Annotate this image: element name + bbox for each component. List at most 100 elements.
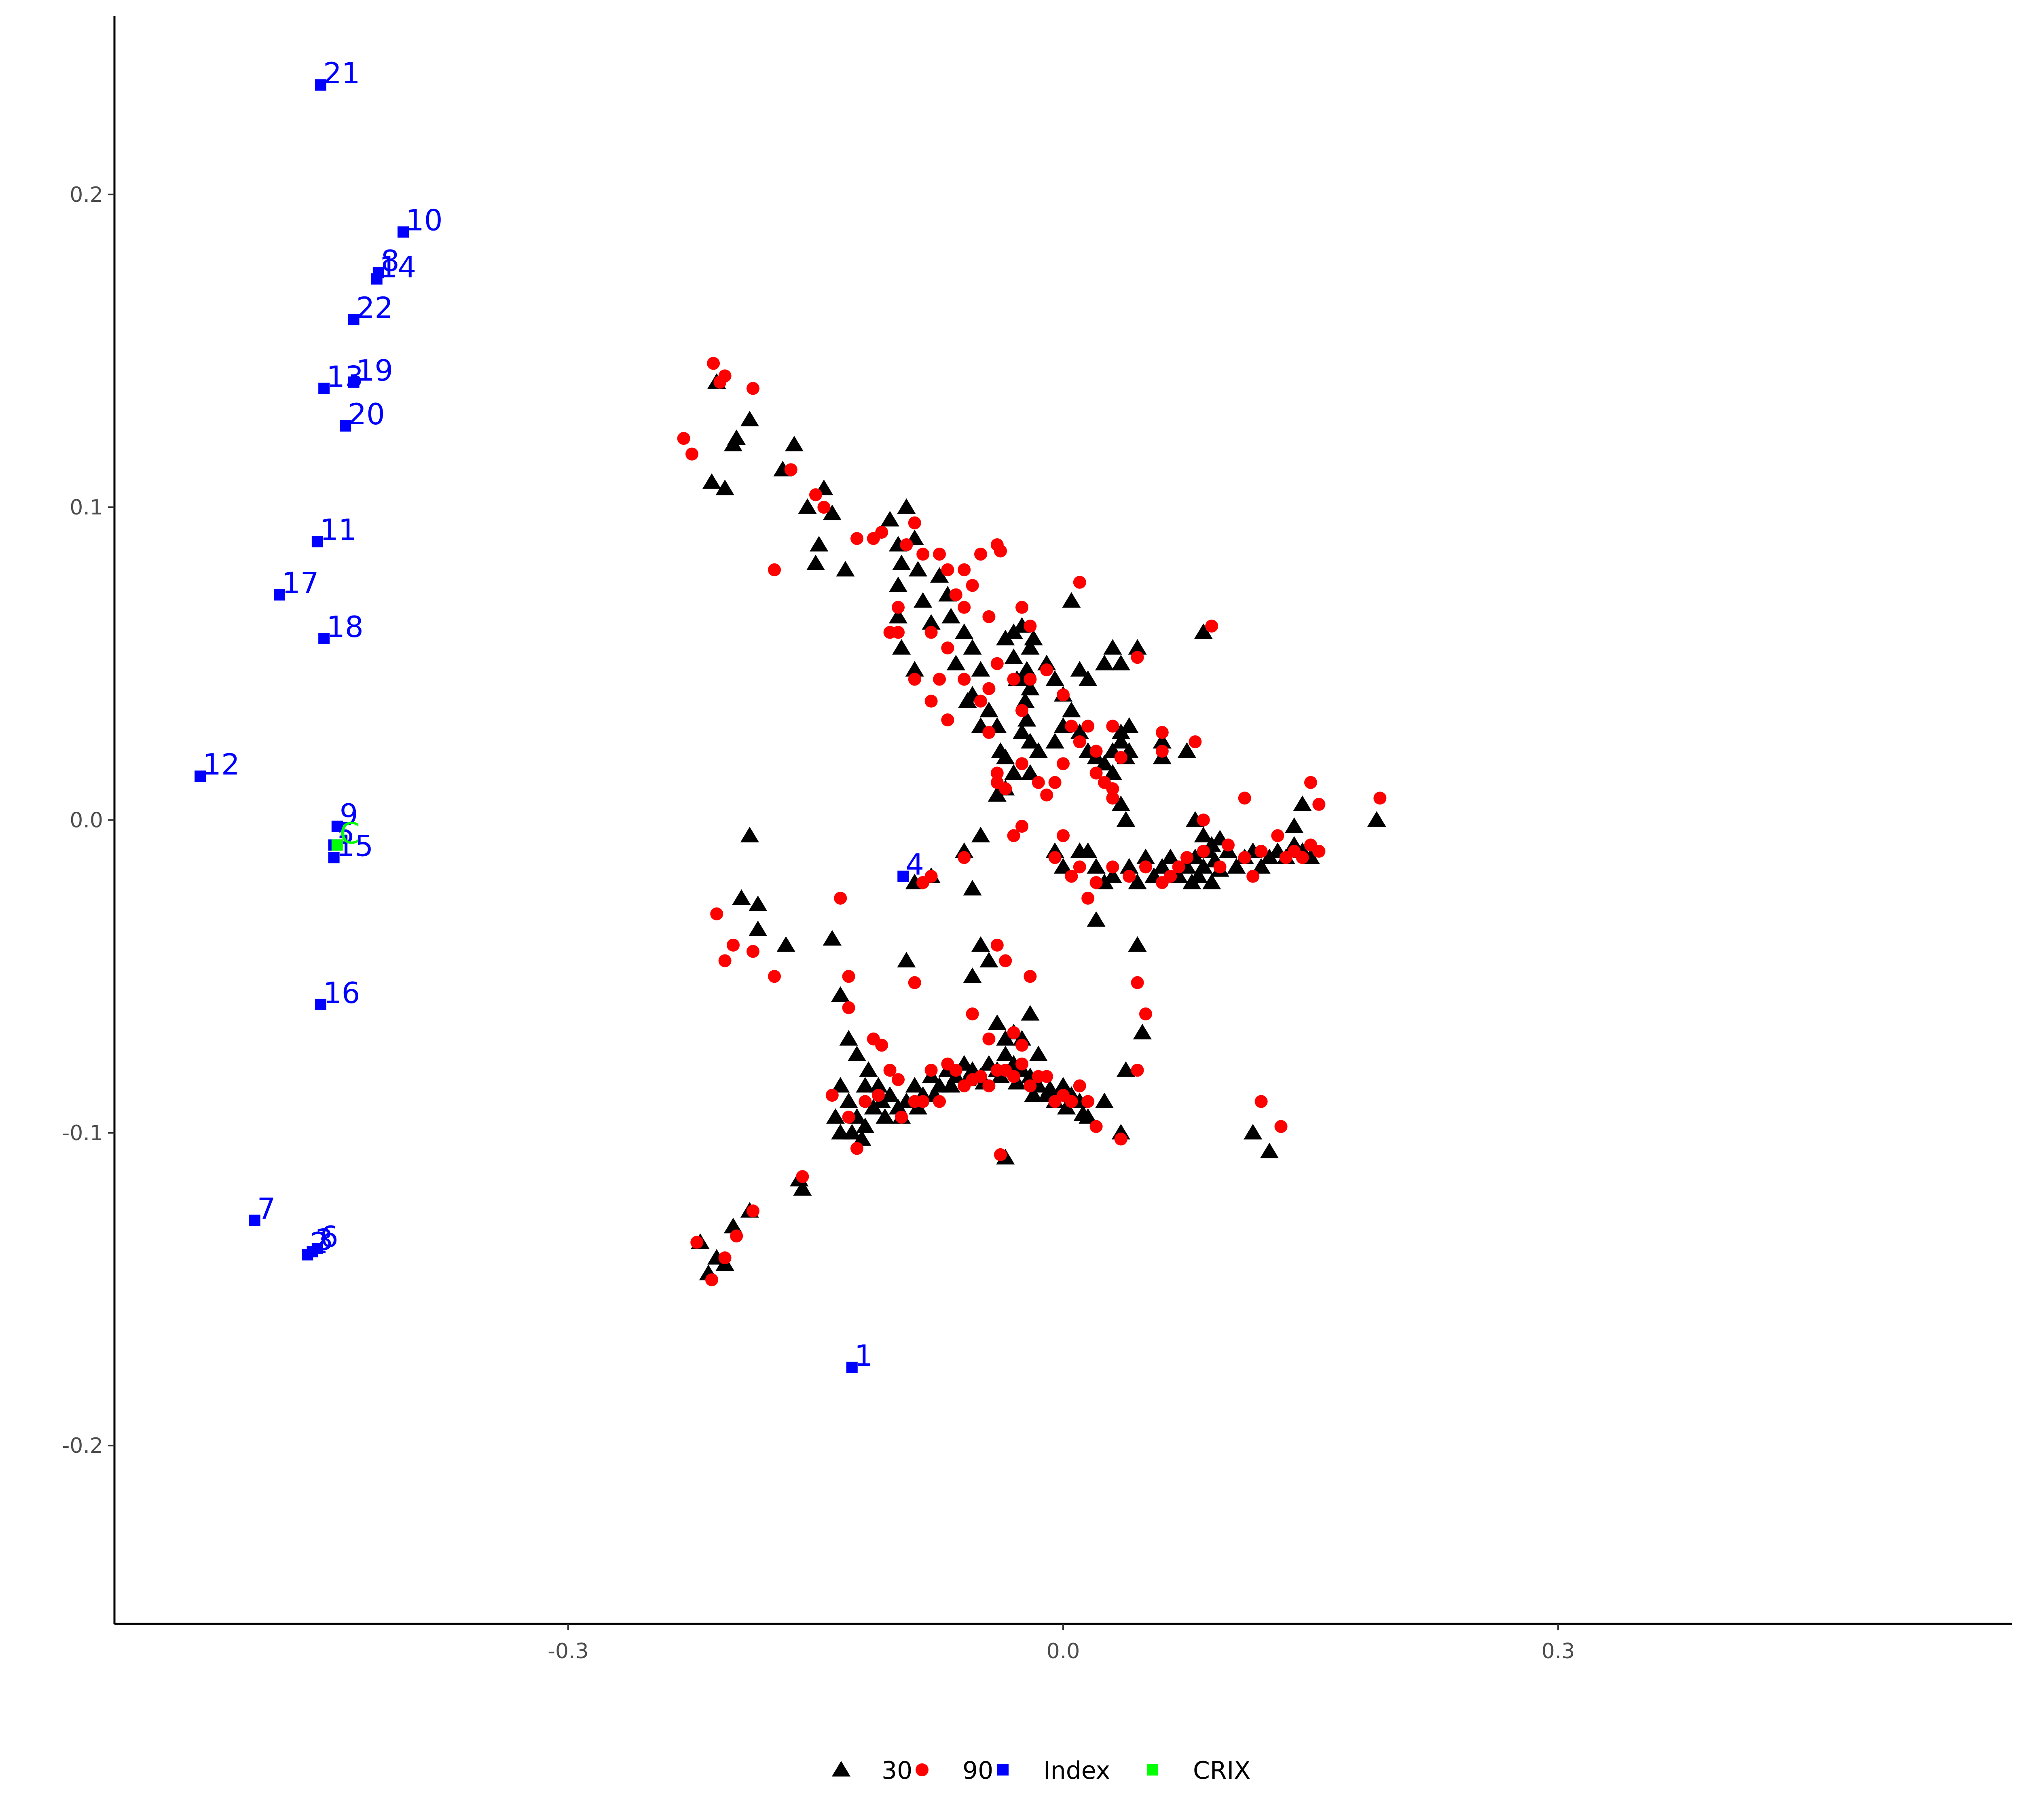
point-90 bbox=[1081, 1095, 1095, 1108]
point-30 bbox=[1111, 654, 1130, 671]
point-30 bbox=[888, 576, 908, 592]
point-30 bbox=[1045, 670, 1064, 686]
point-index bbox=[348, 314, 360, 326]
point-90 bbox=[982, 1032, 996, 1045]
point-90 bbox=[990, 776, 1004, 789]
point-90 bbox=[842, 1111, 855, 1124]
point-90 bbox=[916, 1095, 930, 1108]
point-30 bbox=[1103, 867, 1122, 883]
point-30 bbox=[859, 1061, 878, 1077]
point-90 bbox=[1189, 735, 1202, 749]
point-30 bbox=[892, 639, 911, 655]
point-30 bbox=[831, 1124, 850, 1140]
point-90 bbox=[1065, 870, 1078, 883]
point-90 bbox=[974, 694, 987, 708]
point-90 bbox=[924, 626, 938, 639]
point-30 bbox=[1194, 827, 1213, 842]
point-label: 19 bbox=[356, 353, 393, 387]
point-90 bbox=[1048, 851, 1062, 864]
point-30 bbox=[1021, 764, 1040, 780]
point-90 bbox=[875, 1039, 888, 1052]
point-30 bbox=[793, 1180, 812, 1196]
point-30 bbox=[1128, 639, 1147, 655]
point-30 bbox=[1021, 1005, 1040, 1021]
point-90 bbox=[1073, 860, 1086, 874]
point-30 bbox=[1189, 867, 1208, 883]
point-30 bbox=[892, 554, 911, 570]
point-30 bbox=[963, 967, 982, 983]
point-index bbox=[348, 376, 360, 388]
point-90 bbox=[949, 1064, 962, 1077]
point-30 bbox=[1252, 858, 1271, 874]
point-30 bbox=[831, 986, 850, 1002]
point-90 bbox=[1032, 1070, 1045, 1083]
point-30 bbox=[971, 936, 990, 952]
point-30 bbox=[1079, 670, 1098, 686]
point-90 bbox=[1106, 720, 1119, 733]
point-90 bbox=[713, 375, 727, 389]
point-30 bbox=[979, 952, 998, 968]
point-index bbox=[897, 870, 909, 882]
point-30 bbox=[1111, 733, 1130, 749]
point-90 bbox=[1032, 776, 1045, 789]
point-90 bbox=[1131, 1064, 1144, 1077]
point-90 bbox=[1197, 813, 1210, 827]
x-tick-label: 0.0 bbox=[1047, 1639, 1080, 1663]
point-90 bbox=[883, 626, 897, 639]
point-90 bbox=[1197, 844, 1210, 858]
point-90 bbox=[958, 563, 971, 576]
point-90 bbox=[966, 579, 979, 592]
point-90 bbox=[994, 544, 1007, 558]
point-30 bbox=[847, 1045, 867, 1062]
point-index bbox=[195, 770, 206, 782]
point-90 bbox=[1155, 726, 1169, 739]
point-90 bbox=[1073, 1079, 1086, 1092]
point-30 bbox=[1057, 1098, 1076, 1115]
point-90 bbox=[817, 501, 831, 514]
point-label: 11 bbox=[320, 513, 357, 547]
point-90 bbox=[933, 673, 946, 686]
point-30 bbox=[988, 786, 1007, 802]
point-90 bbox=[796, 1170, 809, 1183]
point-30 bbox=[1004, 648, 1023, 664]
point-90 bbox=[1040, 663, 1053, 677]
point-90 bbox=[941, 563, 954, 576]
point-30 bbox=[941, 607, 960, 624]
legend-label: 90 bbox=[962, 1757, 993, 1785]
point-90 bbox=[892, 1073, 905, 1086]
point-90 bbox=[825, 1089, 839, 1102]
point-30 bbox=[836, 561, 855, 577]
y-tick-label: -0.1 bbox=[62, 1121, 103, 1145]
point-30 bbox=[897, 952, 916, 968]
point-90 bbox=[1089, 876, 1103, 889]
point-90 bbox=[1114, 751, 1127, 764]
point-90 bbox=[1024, 673, 1037, 686]
point-30 bbox=[897, 498, 916, 514]
point-30 bbox=[1111, 795, 1130, 811]
point-30 bbox=[988, 1014, 1007, 1030]
legend: 30 90 Index CRIX bbox=[831, 1757, 1250, 1785]
point-label: 1 bbox=[854, 1339, 873, 1373]
point-90 bbox=[1089, 1120, 1103, 1133]
point-label: 22 bbox=[356, 291, 393, 325]
point-30 bbox=[880, 511, 899, 527]
point-30 bbox=[1111, 723, 1130, 739]
legend-key-index bbox=[997, 1764, 1009, 1776]
point-90 bbox=[834, 891, 847, 905]
point-30 bbox=[749, 895, 768, 911]
point-90 bbox=[933, 548, 946, 561]
point-90 bbox=[982, 1079, 996, 1092]
point-crix bbox=[331, 839, 343, 851]
point-90 bbox=[1065, 1095, 1078, 1108]
point-label: 12 bbox=[203, 747, 240, 781]
point-30 bbox=[941, 1077, 960, 1093]
point-90 bbox=[1089, 766, 1103, 780]
point-90 bbox=[916, 548, 930, 561]
y-tick-label: 0.1 bbox=[70, 495, 103, 520]
point-90 bbox=[966, 1073, 979, 1086]
point-label: 10 bbox=[406, 203, 443, 237]
point-90 bbox=[1312, 798, 1326, 811]
point-30 bbox=[1024, 1086, 1043, 1102]
point-30 bbox=[1194, 623, 1213, 639]
point-30 bbox=[1017, 711, 1036, 727]
